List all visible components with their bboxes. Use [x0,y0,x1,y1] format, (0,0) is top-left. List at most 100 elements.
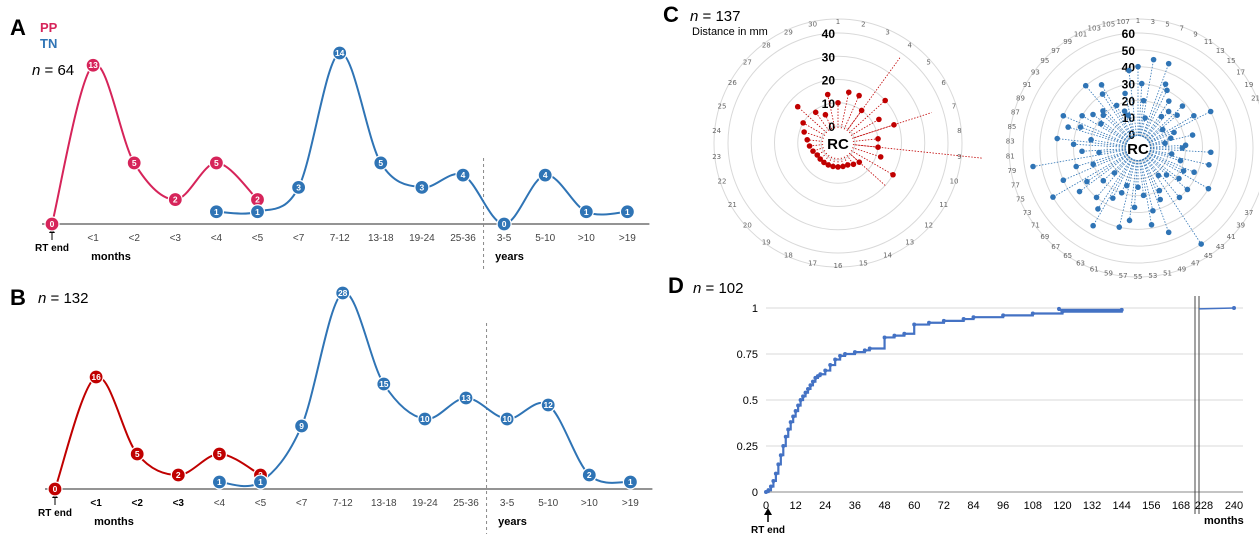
distance-leader [848,100,886,134]
data-label: 14 [335,48,345,58]
out-of-range-leader [847,57,901,130]
cumulative-point [971,315,976,320]
angle-label: 25 [718,102,727,110]
legend-tn: TN [40,36,57,51]
distance-point [1156,187,1163,194]
angle-label: 17 [808,259,817,267]
data-label: 5 [132,158,137,168]
data-label: 5 [214,158,219,168]
point-tn [208,204,224,220]
distance-point [1164,87,1170,94]
distance-point [1073,163,1080,170]
cumulative-point [791,414,796,419]
ring-label: 30 [822,50,836,64]
x-tick-label: 48 [878,500,890,512]
distance-leader [1149,137,1171,145]
cumulative-point [1060,309,1065,314]
distance-point [1135,63,1141,70]
distance-leader [1144,157,1202,245]
distance-point [1162,140,1168,147]
cumulative-point [902,331,907,336]
data-label: 3 [420,182,425,192]
x-tick-label: 7-12 [333,498,353,509]
angle-label: 17 [1236,69,1245,77]
distance-point [1150,56,1157,63]
data-label: 5 [378,158,383,168]
distance-leader [1147,129,1163,142]
months-unit: months [94,516,134,528]
panel-a-n: n = 64 [32,62,74,79]
data-label: 4 [543,170,548,180]
distance-point [830,163,836,170]
point-pp [167,191,183,208]
distance-leader [1148,152,1195,173]
distance-point [1126,67,1132,74]
distance-point [1162,81,1169,87]
x-tick-label: 240 [1225,500,1243,512]
cumulative-point [828,363,833,368]
data-label: 2 [173,195,178,205]
point-tn [376,376,392,392]
point-tn [211,474,227,490]
data-label: 28 [338,288,348,298]
x-tick-label: <7 [293,233,305,244]
distance-point [1198,241,1204,247]
angle-label: 95 [1040,57,1049,65]
cumulative-point [798,398,803,402]
distance-point [1191,112,1197,119]
distance-leader [1129,159,1138,221]
distance-point [890,171,896,178]
angle-label: 19 [1244,81,1253,89]
x-tick-label: <3 [173,498,185,509]
angle-label: 15 [859,259,868,267]
distance-leader [1144,100,1170,139]
distance-point [1099,91,1106,97]
distance-point [845,89,852,96]
x-tick-label: <2 [131,498,143,509]
months-unit: months [1204,515,1244,527]
x-tick-label: 144 [1113,500,1131,512]
point-tn [252,474,269,490]
ring-label: 40 [1122,61,1136,75]
polar-ring [1022,32,1254,264]
point-tn [455,167,471,183]
point-tn [619,204,636,220]
distance-leader [1148,111,1211,143]
ring-label: 20 [1122,94,1136,108]
distance-point [821,159,827,166]
ring-label: 0 [828,120,835,134]
distance-point [1206,162,1212,168]
out-of-range-leader [854,144,983,159]
cumulative-point [1119,307,1124,312]
ring-label: 20 [822,74,836,88]
angle-label: 10 [950,178,959,186]
cumulative-point [786,427,791,432]
angle-label: 9 [1193,31,1197,39]
distance-point [814,152,821,158]
polar-ring [774,79,902,207]
cumulative-point [771,478,776,483]
point-tn [291,179,307,195]
x-tick-label: 3-5 [497,233,512,244]
distance-leader [1141,63,1170,137]
panel-b-letter: B [10,285,26,310]
x-tick-label: <5 [252,233,264,244]
series-pp-line [51,63,259,225]
distance-point [835,99,841,106]
distance-leader [1102,110,1131,140]
distance-leader [1147,154,1180,179]
distance-point [875,135,881,142]
angle-label: 93 [1031,69,1040,77]
distance-point [1140,97,1147,104]
y-tick-label: 0.75 [737,349,758,361]
distance-point [840,163,846,170]
distance-point [856,92,862,99]
angle-label: 103 [1088,25,1101,33]
angle-label: 71 [1031,221,1040,229]
angle-label: 77 [1011,182,1020,190]
distance-point [1100,112,1107,119]
distance-point [844,162,851,168]
point-pp [44,216,60,232]
distance-point [1079,112,1085,119]
distance-leader [1032,149,1127,167]
